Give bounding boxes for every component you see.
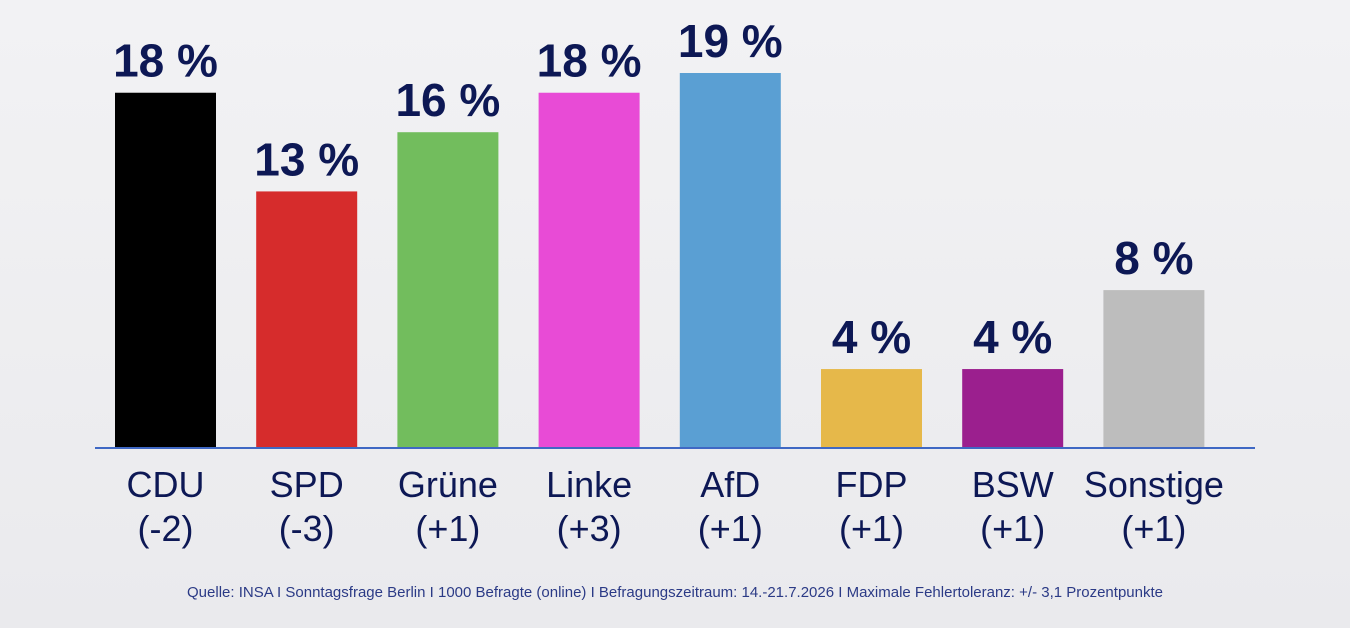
category-label-sonstige: Sonstige xyxy=(1084,464,1224,505)
value-label-afd: 19 % xyxy=(678,15,783,67)
bar-afd xyxy=(679,73,781,448)
change-label-gr-ne: (+1) xyxy=(415,508,480,549)
category-label-spd: SPD xyxy=(270,464,344,505)
change-label-sonstige: (+1) xyxy=(1121,508,1186,549)
change-label-linke: (+3) xyxy=(557,508,622,549)
value-label-gr-ne: 16 % xyxy=(395,74,500,126)
value-label-cdu: 18 % xyxy=(113,35,218,87)
bar-cdu xyxy=(115,92,216,448)
category-label-fdp: FDP xyxy=(836,464,908,505)
category-label-gr-ne: Grüne xyxy=(398,464,498,505)
value-label-sonstige: 8 % xyxy=(1114,232,1193,284)
bar-gr-ne xyxy=(397,132,499,449)
category-labels-group: CDU(-2)SPD(-3)Grüne(+1)Linke(+3)AfD(+1)F… xyxy=(127,464,1224,549)
bars-group xyxy=(115,73,1205,449)
category-label-afd: AfD xyxy=(700,464,760,505)
value-label-linke: 18 % xyxy=(537,35,642,87)
bar-linke xyxy=(538,92,640,448)
bar-spd xyxy=(256,191,358,448)
change-label-fdp: (+1) xyxy=(839,508,904,549)
change-label-bsw: (+1) xyxy=(980,508,1045,549)
change-label-cdu: (-2) xyxy=(138,508,194,549)
change-label-spd: (-3) xyxy=(279,508,335,549)
bar-bsw xyxy=(962,369,1064,448)
category-label-cdu: CDU xyxy=(127,464,205,505)
category-label-bsw: BSW xyxy=(972,464,1054,505)
bar-sonstige xyxy=(1103,290,1205,448)
source-note: Quelle: INSA I Sonntagsfrage Berlin I 10… xyxy=(187,584,1163,601)
category-label-linke: Linke xyxy=(546,464,632,505)
change-label-afd: (+1) xyxy=(698,508,763,549)
value-label-fdp: 4 % xyxy=(832,311,911,363)
value-label-spd: 13 % xyxy=(254,133,359,185)
bar-fdp xyxy=(821,369,922,448)
value-label-bsw: 4 % xyxy=(973,311,1052,363)
value-labels-group: 18 % 13 % 16 % 18 % 19 % 4 % 4 % 8 % xyxy=(113,15,1193,363)
